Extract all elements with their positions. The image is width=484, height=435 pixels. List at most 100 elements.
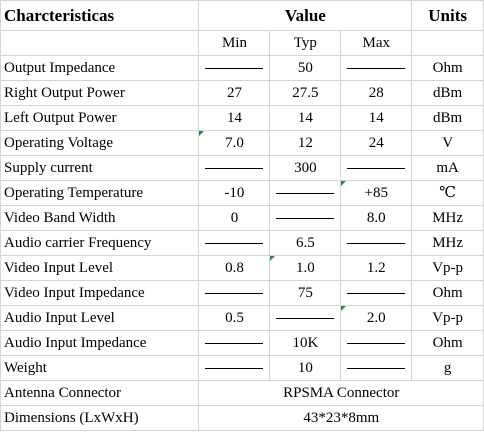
row-max-value: 2.0 xyxy=(366,310,386,326)
row-max-value: 14 xyxy=(368,110,384,126)
row-unit: Ohm xyxy=(411,280,484,306)
row-typ-value: 75 xyxy=(297,285,313,301)
row-min: 14 xyxy=(198,105,271,131)
row-unit: MHz xyxy=(411,230,484,256)
row-unit: MHz xyxy=(411,205,484,231)
row-unit: Vp-p xyxy=(411,255,484,281)
row-min-value: 7.0 xyxy=(225,135,244,151)
row-min-value: -10 xyxy=(224,185,245,201)
row-typ: 14 xyxy=(269,105,342,131)
row-typ-empty xyxy=(269,180,342,206)
row-typ-value: 10 xyxy=(297,360,313,376)
subheader-typ: Typ xyxy=(269,30,342,56)
subheader-min: Min xyxy=(198,30,271,56)
dash-line xyxy=(205,68,264,70)
table-row: Right Output Power 27 27.5 28 dBm xyxy=(0,80,484,106)
row-min: 0 xyxy=(198,205,271,231)
dash-line xyxy=(205,343,264,345)
row-name: Audio Input Level xyxy=(0,305,200,331)
row-typ-empty xyxy=(269,205,342,231)
row-unit: V xyxy=(411,130,484,156)
row-unit: dBm xyxy=(411,105,484,131)
row-unit: dBm xyxy=(411,80,484,106)
dash-line xyxy=(276,193,335,195)
table-row: Dimensions (LxWxH) 43*23*8mm xyxy=(0,405,484,431)
row-name: Weight xyxy=(0,355,200,381)
header-row: Charcteristicas Value Units xyxy=(0,0,484,31)
row-max-empty xyxy=(340,330,413,356)
row-unit: mA xyxy=(411,155,484,181)
table-row: Operating Voltage 7.0 12 24 V xyxy=(0,130,484,156)
dash-line xyxy=(205,168,264,170)
row-merged-value: RPSMA Connector xyxy=(198,380,484,406)
row-name: Video Input Impedance xyxy=(0,280,200,306)
table-row: Antenna Connector RPSMA Connector xyxy=(0,380,484,406)
row-max-value: 28 xyxy=(368,85,384,101)
row-name: Audio carrier Frequency xyxy=(0,230,200,256)
row-max: 28 xyxy=(340,80,413,106)
cell-note-marker xyxy=(341,181,347,186)
row-typ: 6.5 xyxy=(269,230,342,256)
row-name: Operating Temperature xyxy=(0,180,200,206)
subheader-units-blank xyxy=(411,30,484,56)
row-max-value: 1.2 xyxy=(366,260,386,276)
row-min-empty xyxy=(198,155,271,181)
row-max-empty xyxy=(340,155,413,181)
table-row: Video Input Impedance 75 Ohm xyxy=(0,280,484,306)
row-max: 8.0 xyxy=(340,205,413,231)
row-max: 1.2 xyxy=(340,255,413,281)
table-row: Left Output Power 14 14 14 dBm xyxy=(0,105,484,131)
cell-note-marker xyxy=(341,306,347,311)
row-typ-empty xyxy=(269,305,342,331)
table-row: Weight 10 g xyxy=(0,355,484,381)
row-min-value: 14 xyxy=(226,110,242,126)
row-name: Supply current xyxy=(0,155,200,181)
row-name: Antenna Connector xyxy=(0,380,200,406)
row-min-value: 0.8 xyxy=(225,260,244,276)
row-max-empty xyxy=(340,280,413,306)
row-max: +85 xyxy=(340,180,413,206)
dash-line xyxy=(347,68,406,70)
row-min: 0.8 xyxy=(198,255,271,281)
row-unit: g xyxy=(411,355,484,381)
row-max-value: +85 xyxy=(364,185,389,201)
row-name: Left Output Power xyxy=(0,105,200,131)
dash-line xyxy=(347,293,406,295)
table-row: Output Impedance 50 Ohm xyxy=(0,55,484,81)
row-unit: Vp-p xyxy=(411,305,484,331)
dash-line xyxy=(205,293,264,295)
header-value: Value xyxy=(198,0,413,31)
row-min-empty xyxy=(198,355,271,381)
row-name: Dimensions (LxWxH) xyxy=(0,405,200,431)
row-max-value: 24 xyxy=(368,135,384,151)
row-unit: ℃ xyxy=(411,180,484,206)
row-name: Operating Voltage xyxy=(0,130,200,156)
row-min-value: 0 xyxy=(230,210,239,226)
row-min-empty xyxy=(198,230,271,256)
row-typ-value: 12 xyxy=(297,135,313,151)
table-row: Audio carrier Frequency 6.5 MHz xyxy=(0,230,484,256)
dash-line xyxy=(276,318,335,320)
row-name: Right Output Power xyxy=(0,80,200,106)
subheader-max: Max xyxy=(340,30,413,56)
header-characteristics: Charcteristicas xyxy=(0,0,200,31)
row-typ-value: 27.5 xyxy=(292,85,319,101)
dash-line xyxy=(347,343,406,345)
row-max-value: 8.0 xyxy=(366,210,386,226)
row-min-value: 0.5 xyxy=(225,310,244,326)
row-min-value: 27 xyxy=(226,85,242,101)
row-typ-value: 300 xyxy=(294,160,317,176)
cell-note-marker xyxy=(270,256,276,261)
subheader-blank xyxy=(0,30,200,56)
row-typ: 10K xyxy=(269,330,342,356)
dash-line xyxy=(347,368,406,370)
row-name: Output Impedance xyxy=(0,55,200,81)
dash-line xyxy=(347,243,406,245)
row-max-empty xyxy=(340,355,413,381)
dash-line xyxy=(347,168,406,170)
row-unit: Ohm xyxy=(411,330,484,356)
row-typ: 50 xyxy=(269,55,342,81)
row-typ: 12 xyxy=(269,130,342,156)
row-typ-value: 10K xyxy=(292,335,319,351)
